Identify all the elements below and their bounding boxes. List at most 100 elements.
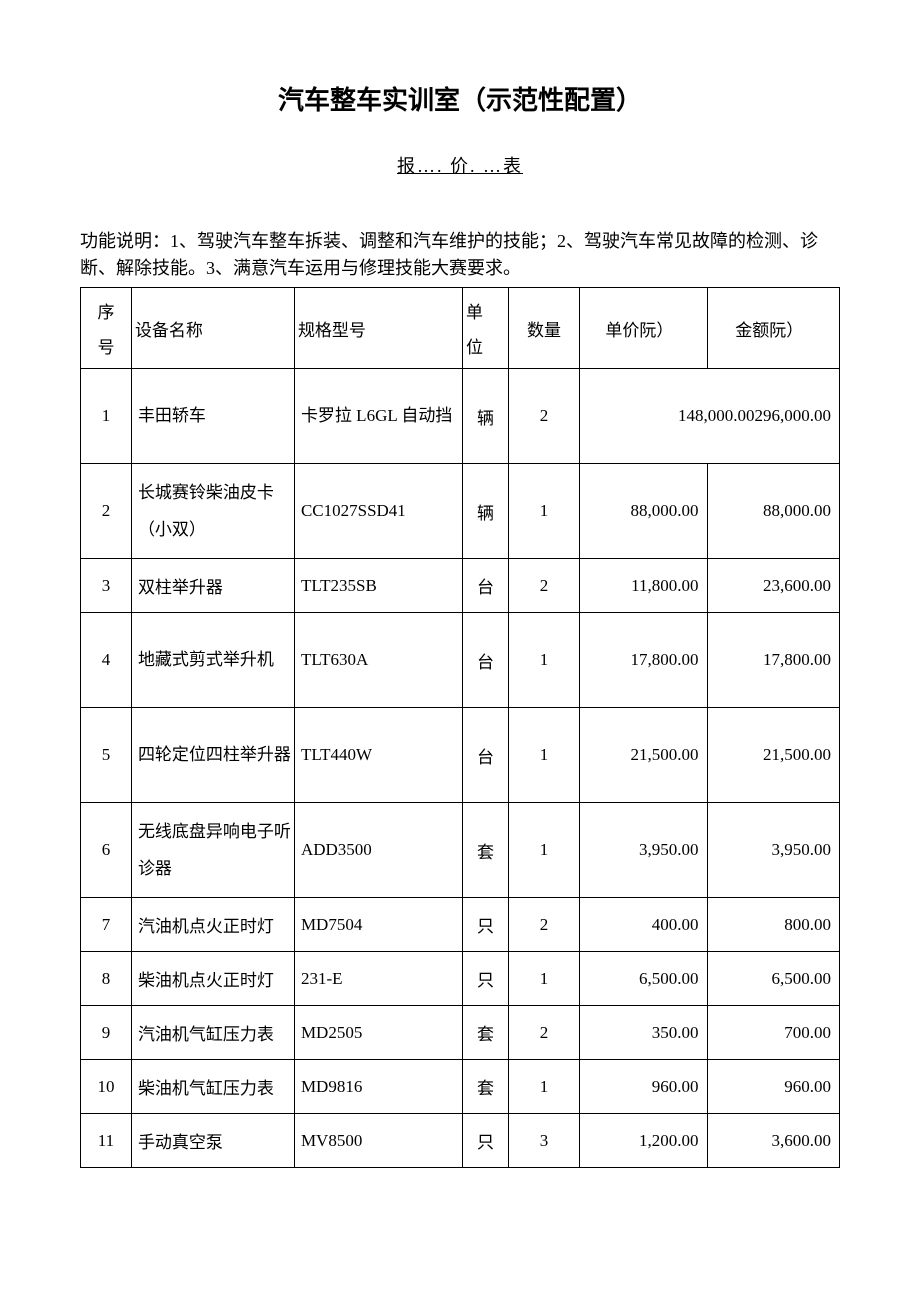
cell-seq: 4: [81, 613, 132, 708]
cell-amount: 3,950.00: [707, 803, 839, 898]
cell-unit: 套: [463, 1006, 509, 1060]
cell-qty: 1: [508, 464, 579, 559]
cell-price-amount-merged: 148,000.00296,000.00: [580, 369, 840, 464]
cell-name: 汽油机点火正时灯: [131, 898, 294, 952]
header-seq: 序 号: [81, 288, 132, 369]
table-row: 3双柱举升器TLT235SB台211,800.0023,600.00: [81, 559, 840, 613]
cell-name: 双柱举升器: [131, 559, 294, 613]
cell-amount: 960.00: [707, 1060, 839, 1114]
cell-spec: ADD3500: [294, 803, 462, 898]
header-seq-bottom: 号: [97, 333, 114, 358]
table-row: 9汽油机气缸压力表MD2505套2350.00700.00: [81, 1006, 840, 1060]
cell-spec: MD9816: [294, 1060, 462, 1114]
cell-unit: 套: [463, 803, 509, 898]
cell-amount-value: 296,000.00: [755, 406, 832, 425]
cell-unit: 辆: [463, 369, 509, 464]
header-price: 单价阮）: [580, 288, 707, 369]
cell-amount: 6,500.00: [707, 952, 839, 1006]
cell-seq: 3: [81, 559, 132, 613]
cell-unit: 只: [463, 898, 509, 952]
header-spec: 规格型号: [294, 288, 462, 369]
cell-price: 6,500.00: [580, 952, 707, 1006]
document-title: 汽车整车实训室（示范性配置）: [80, 80, 840, 117]
header-unit: 单 位: [463, 288, 509, 369]
cell-spec: 231-E: [294, 952, 462, 1006]
cell-spec: MD7504: [294, 898, 462, 952]
cell-price: 17,800.00: [580, 613, 707, 708]
cell-price: 88,000.00: [580, 464, 707, 559]
cell-qty: 2: [508, 1006, 579, 1060]
cell-spec: CC1027SSD41: [294, 464, 462, 559]
cell-unit: 只: [463, 1114, 509, 1168]
cell-name: 长城赛铃柴油皮卡（小双）: [131, 464, 294, 559]
document-description: 功能说明：1、驾驶汽车整车拆装、调整和汽车维护的技能；2、驾驶汽车常见故障的检测…: [80, 228, 840, 282]
cell-qty: 3: [508, 1114, 579, 1168]
header-name: 设备名称: [131, 288, 294, 369]
cell-name: 柴油机气缸压力表: [131, 1060, 294, 1114]
cell-name: 四轮定位四柱举升器: [131, 708, 294, 803]
equipment-table: 序 号 设备名称 规格型号 单 位 数量 单价阮） 金额阮） 1丰田轿车卡罗拉 …: [80, 287, 840, 1168]
cell-name: 地藏式剪式举升机: [131, 613, 294, 708]
table-row: 6无线底盘异响电子听诊器ADD3500套13,950.003,950.00: [81, 803, 840, 898]
table-row: 10柴油机气缸压力表MD9816套1960.00960.00: [81, 1060, 840, 1114]
cell-unit: 台: [463, 708, 509, 803]
cell-qty: 1: [508, 613, 579, 708]
cell-seq: 2: [81, 464, 132, 559]
table-row: 1丰田轿车卡罗拉 L6GL 自动挡辆2148,000.00296,000.00: [81, 369, 840, 464]
cell-qty: 2: [508, 369, 579, 464]
header-qty: 数量: [508, 288, 579, 369]
header-unit-bottom: 位: [466, 333, 483, 358]
table-row: 4地藏式剪式举升机TLT630A台117,800.0017,800.00: [81, 613, 840, 708]
cell-qty: 2: [508, 559, 579, 613]
cell-qty: 1: [508, 952, 579, 1006]
cell-spec: TLT440W: [294, 708, 462, 803]
table-header-row: 序 号 设备名称 规格型号 单 位 数量 单价阮） 金额阮）: [81, 288, 840, 369]
cell-unit: 辆: [463, 464, 509, 559]
cell-qty: 1: [508, 708, 579, 803]
cell-unit: 只: [463, 952, 509, 1006]
cell-price: 350.00: [580, 1006, 707, 1060]
cell-seq: 1: [81, 369, 132, 464]
cell-amount: 88,000.00: [707, 464, 839, 559]
cell-seq: 5: [81, 708, 132, 803]
table-row: 5四轮定位四柱举升器TLT440W台121,500.0021,500.00: [81, 708, 840, 803]
cell-seq: 8: [81, 952, 132, 1006]
cell-qty: 1: [508, 1060, 579, 1114]
cell-seq: 6: [81, 803, 132, 898]
cell-spec: MV8500: [294, 1114, 462, 1168]
cell-spec: MD2505: [294, 1006, 462, 1060]
cell-qty: 2: [508, 898, 579, 952]
cell-price: 1,200.00: [580, 1114, 707, 1168]
table-body: 1丰田轿车卡罗拉 L6GL 自动挡辆2148,000.00296,000.002…: [81, 369, 840, 1168]
cell-price: 3,950.00: [580, 803, 707, 898]
cell-price: 960.00: [580, 1060, 707, 1114]
header-unit-top: 单: [466, 298, 483, 323]
cell-seq: 11: [81, 1114, 132, 1168]
cell-price: 400.00: [580, 898, 707, 952]
cell-spec: TLT235SB: [294, 559, 462, 613]
cell-qty: 1: [508, 803, 579, 898]
cell-price: 11,800.00: [580, 559, 707, 613]
cell-spec: TLT630A: [294, 613, 462, 708]
cell-name: 汽油机气缸压力表: [131, 1006, 294, 1060]
cell-price-value: 148,000.00: [678, 406, 755, 425]
cell-spec: 卡罗拉 L6GL 自动挡: [294, 369, 462, 464]
cell-name: 柴油机点火正时灯: [131, 952, 294, 1006]
cell-seq: 10: [81, 1060, 132, 1114]
document-subtitle: 报…. 价. …表: [80, 152, 840, 178]
cell-amount: 800.00: [707, 898, 839, 952]
table-row: 2长城赛铃柴油皮卡（小双）CC1027SSD41辆188,000.0088,00…: [81, 464, 840, 559]
table-row: 7汽油机点火正时灯MD7504只2400.00800.00: [81, 898, 840, 952]
cell-unit: 台: [463, 613, 509, 708]
cell-unit: 台: [463, 559, 509, 613]
cell-amount: 21,500.00: [707, 708, 839, 803]
cell-amount: 23,600.00: [707, 559, 839, 613]
cell-amount: 17,800.00: [707, 613, 839, 708]
table-row: 11手动真空泵MV8500只31,200.003,600.00: [81, 1114, 840, 1168]
cell-name: 无线底盘异响电子听诊器: [131, 803, 294, 898]
cell-name: 手动真空泵: [131, 1114, 294, 1168]
cell-seq: 9: [81, 1006, 132, 1060]
cell-seq: 7: [81, 898, 132, 952]
table-row: 8柴油机点火正时灯231-E只16,500.006,500.00: [81, 952, 840, 1006]
cell-amount: 700.00: [707, 1006, 839, 1060]
